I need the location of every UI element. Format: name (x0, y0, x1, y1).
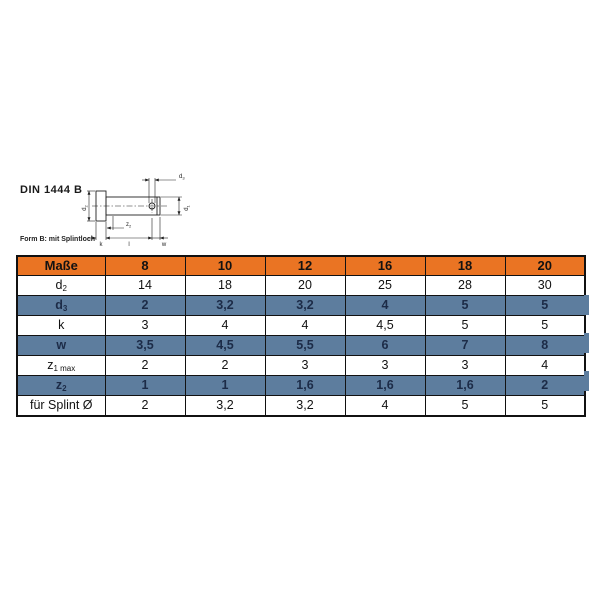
dim-label-w: w (161, 242, 167, 248)
cell-splint-16: 4 (344, 395, 426, 417)
dim-label-z2: z2 (126, 222, 132, 229)
stripe-overhang (584, 371, 589, 391)
cell-splint-20: 5 (504, 395, 586, 417)
cell-z2-18: 1,6 (424, 375, 506, 396)
table-row-z2: z2 1 1 1,6 1,6 1,6 2 (16, 375, 586, 396)
cell-splint-12: 3,2 (264, 395, 346, 417)
stripe-overhang (584, 333, 589, 353)
header-cell-size-12: 12 (264, 255, 346, 276)
header-cell-size-16: 16 (344, 255, 426, 276)
cell-z2-10: 1 (184, 375, 266, 396)
cell-d3-12: 3,2 (264, 295, 346, 316)
cell-d3-8: 2 (104, 295, 186, 316)
table-header-row: Maße 8 10 12 16 18 20 (16, 255, 586, 276)
dimensions-table-wrap: Maße 8 10 12 16 18 20 d2 14 18 20 25 28 (16, 255, 589, 417)
cell-z1max-18: 3 (424, 355, 506, 376)
dim-label-d1: d1 (184, 204, 191, 210)
cell-k-20: 5 (504, 315, 586, 336)
cell-d3-18: 5 (424, 295, 506, 316)
table-row-z1max: z1 max 2 2 3 3 3 4 (16, 355, 586, 376)
cell-splint-18: 5 (424, 395, 506, 417)
table-row-w: w 3,5 4,5 5,5 6 7 8 (16, 335, 586, 356)
cell-w-10: 4,5 (184, 335, 266, 356)
cell-z1max-16: 3 (344, 355, 426, 376)
cell-w-12: 5,5 (264, 335, 346, 356)
dim-label-d3: d3 (179, 174, 185, 181)
cell-z1max-20: 4 (504, 355, 586, 376)
cell-d2-20: 30 (504, 275, 586, 296)
row-label-w: w (16, 335, 106, 356)
cell-d2-12: 20 (264, 275, 346, 296)
row-label-z2: z2 (16, 375, 106, 396)
stripe-overhang (584, 295, 589, 315)
cell-z2-12: 1,6 (264, 375, 346, 396)
row-label-d2: d2 (16, 275, 106, 296)
cell-z2-16: 1,6 (344, 375, 426, 396)
cell-d2-10: 18 (184, 275, 266, 296)
din-standard-label: DIN 1444 B (20, 184, 83, 196)
dimensions-table: Maße 8 10 12 16 18 20 d2 14 18 20 25 28 (16, 255, 586, 417)
header-cell-size-20: 20 (504, 255, 586, 276)
table-row-d2: d2 14 18 20 25 28 30 (16, 275, 586, 296)
cell-w-8: 3,5 (104, 335, 186, 356)
cell-k-8: 3 (104, 315, 186, 336)
cell-k-10: 4 (184, 315, 266, 336)
cell-splint-10: 3,2 (184, 395, 266, 417)
table-row-d3: d3 2 3,2 3,2 4 5 5 (16, 295, 586, 316)
row-label-z1max: z1 max (16, 355, 106, 376)
cell-d2-18: 28 (424, 275, 506, 296)
header-cell-size-10: 10 (184, 255, 266, 276)
cell-splint-8: 2 (104, 395, 186, 417)
row-label-d3: d3 (16, 295, 106, 316)
cell-d2-8: 14 (104, 275, 186, 296)
cell-d3-16: 4 (344, 295, 426, 316)
header-cell-size-8: 8 (104, 255, 186, 276)
cell-z1max-12: 3 (264, 355, 346, 376)
cell-z2-8: 1 (104, 375, 186, 396)
header-cell-size-18: 18 (424, 255, 506, 276)
row-label-k: k (16, 315, 106, 336)
form-note: Form B: mit Splintloch (20, 236, 96, 243)
cell-z1max-8: 2 (104, 355, 186, 376)
pin-technical-drawing: d2 d3 d1 z2 k l w (82, 174, 191, 248)
cell-z2-20: 2 (504, 375, 586, 396)
cell-w-16: 6 (344, 335, 426, 356)
row-label-splint: für Splint Ø (16, 395, 106, 417)
cell-k-18: 5 (424, 315, 506, 336)
table-row-splint: für Splint Ø 2 3,2 3,2 4 5 5 (16, 395, 586, 417)
cell-k-16: 4,5 (344, 315, 426, 336)
cell-k-12: 4 (264, 315, 346, 336)
dim-label-l: l (128, 242, 129, 248)
table-row-k: k 3 4 4 4,5 5 5 (16, 315, 586, 336)
cell-d3-20: 5 (504, 295, 586, 316)
cell-z1max-10: 2 (184, 355, 266, 376)
cell-w-18: 7 (424, 335, 506, 356)
dim-label-k: k (100, 242, 104, 248)
header-cell-masse: Maße (16, 255, 106, 276)
dim-label-d2: d2 (82, 204, 89, 210)
cell-d2-16: 25 (344, 275, 426, 296)
cell-w-20: 8 (504, 335, 586, 356)
cell-d3-10: 3,2 (184, 295, 266, 316)
